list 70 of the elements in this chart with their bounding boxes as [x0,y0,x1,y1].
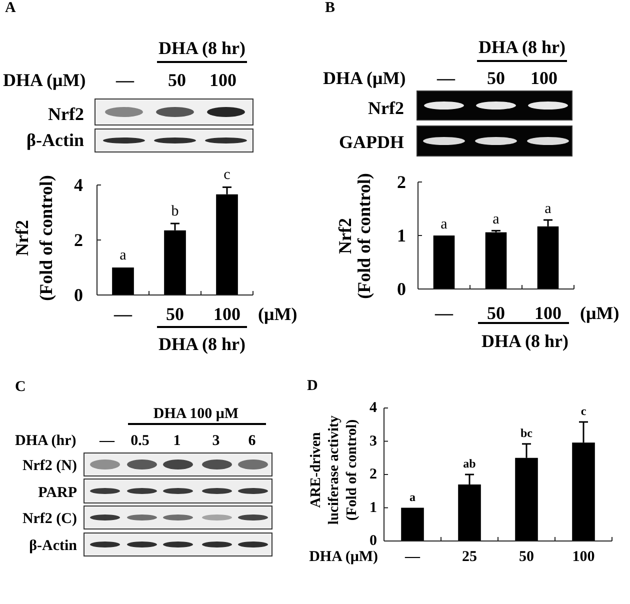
text: — [436,68,456,88]
x-axis-title: DHA (8 hr) [482,331,568,351]
text: 1 [173,433,181,449]
x-tick-label: 100 [534,303,562,323]
data-label: a [440,216,448,232]
text: DHA (μM) [323,68,406,88]
y-tick-label: 4 [74,175,83,195]
y-tick-label: 1 [397,226,406,246]
y-axis-title: ARE-driven luciferase activity (Fold of control) [308,414,360,525]
text: 50 [168,70,186,90]
x-tick-label: — [434,303,454,323]
y-axis-title: Nrf2 (Fold of control) [335,173,374,299]
text: C [15,379,26,395]
text: 100 [530,68,558,88]
text: 100 [210,70,236,90]
x-tick-label: 100 [572,549,595,565]
text: β-Actin [29,538,78,554]
x-tick-label: 50 [487,303,505,323]
text: (μM) [580,303,620,323]
x-tick-label: 50 [166,304,184,324]
text: DHA (8 hr) [158,38,246,58]
data-label: ab [463,456,476,470]
text: DHA (8 hr) [478,37,566,57]
y-axis-title: Nrf2 (Fold of control) [12,175,56,301]
text: Nrf2 [48,104,84,124]
x-tick-label: 25 [462,549,477,565]
y-tick-label: 4 [370,400,378,416]
y-tick-label: 2 [74,230,83,250]
chart-title: D [307,378,318,394]
text: (μM) [258,304,298,324]
y-tick-label: 2 [397,172,406,192]
x-tick-label: 50 [519,549,534,565]
text: DHA (hr) [15,433,76,449]
text: DHA (μM) [3,70,86,90]
bar [112,268,134,295]
x-axis-title: DHA (8 hr) [158,334,246,354]
text: β-Actin [26,130,84,150]
chart-title: B [325,0,336,16]
text: DHA 100 μM [153,406,239,422]
text: Nrf2 (C) [22,511,77,527]
y-tick-label: 1 [370,500,377,516]
x-tick-label: — [113,304,133,324]
bar [401,508,424,541]
data-label: a [492,212,500,228]
text: Nrf2 [368,98,404,118]
text: 0.5 [130,433,150,449]
data-label: b [171,204,179,220]
y-tick-label: 0 [397,279,406,299]
data-label: c [580,404,587,418]
text: 50 [487,68,505,88]
y-tick-label: 0 [370,533,377,549]
chart-title: A [5,0,16,16]
y-tick-label: 2 [370,466,377,482]
text: PARP [38,485,77,501]
data-label: c [224,167,231,184]
text: Nrf2 (N) [22,458,77,474]
x-axis-title: DHA (μM) [309,549,378,565]
x-tick-label: 100 [214,304,240,324]
text: — [98,433,116,449]
text: 3 [212,433,220,449]
data-label: a [410,490,416,504]
y-tick-label: 0 [74,285,83,305]
text: — [115,70,135,90]
data-label: bc [520,426,534,440]
y-tick-label: 3 [370,433,377,450]
data-label: a [544,200,552,217]
data-label: a [120,248,127,264]
x-tick-label: — [404,549,421,565]
text: 6 [248,433,256,449]
text: GAPDH [339,132,404,152]
